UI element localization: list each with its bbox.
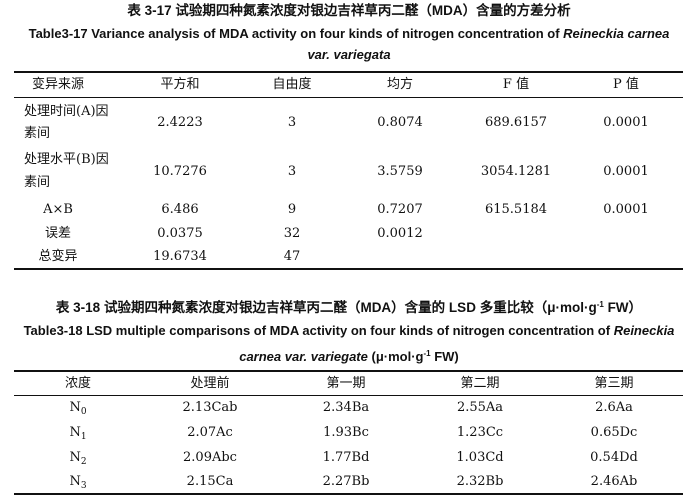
table1-ss: 6.486 [161,202,199,217]
table2-pre: 2.09Abc [183,450,237,465]
table1-p: 0.0001 [603,202,649,217]
table2-concentration: N0 [69,400,87,417]
table1-source-line2: 素间 [24,175,51,190]
table2-period3: 2.6Aa [595,400,633,415]
table1-f: 3054.1281 [480,164,552,179]
table1-caption-en-text: Table3-17 Variance analysis of MDA activ… [28,26,560,41]
table2-caption-en-line1: Table3-18 LSD multiple comparisons of MD… [0,322,698,340]
table1-header-f: F 值 [502,77,530,92]
table1-ms: 0.0012 [377,226,423,241]
table1-f: 615.5184 [484,202,548,217]
table2-caption-en-sup: -1 [423,349,431,358]
table1-ms: 0.8074 [377,115,423,130]
table2-period3: 0.54Dd [590,450,638,465]
table1-ms: 0.7207 [377,202,423,217]
table1-caption-en-line1: Table3-17 Variance analysis of MDA activ… [0,25,698,43]
table2-period1: 1.77Bd [322,450,370,465]
table1-caption-cn: 表 3-17 试验期四种氮素浓度对银边吉祥草丙二醛（MDA）含量的方差分析 [127,3,571,18]
table2-caption-en-genus: Reineckia [613,323,675,338]
table1-df: 32 [283,226,301,241]
table2-header-pre: 处理前 [190,376,230,391]
table2-period2: 2.55Aa [456,400,504,415]
table1-source: 总变异 [38,249,78,264]
table2-period1: 1.93Bc [323,425,369,440]
table1-caption-en-species: Reineckia carnea [563,26,670,41]
table1-header-p: P 值 [613,77,639,92]
table1-ss: 0.0375 [157,226,203,241]
table2-caption-en-unit: (μ·mol·g [367,349,424,364]
table1-top-rule [14,71,683,73]
table2-period1: 2.34Ba [322,400,370,415]
table1-caption-en-line2: var. variegata [307,47,391,62]
table2-period3: 2.46Ab [590,474,638,489]
table2-period2: 2.32Bb [456,474,504,489]
table1-df: 9 [287,202,297,217]
table1-header-ss: 平方和 [160,77,200,92]
table2-header-period2: 第二期 [460,376,500,391]
table2-caption-en-tail: FW) [430,349,459,364]
table2-header-concentration: 浓度 [64,376,92,391]
table2-bottom-rule [14,493,683,495]
table1-source-line1: 处理水平(B)因 [24,152,109,167]
table1-p: 0.0001 [603,115,649,130]
table2-header-rule [14,395,683,396]
table2-caption-en-species: carnea var. variegate [239,349,368,364]
table1-ms: 3.5759 [377,164,423,179]
table1-ss: 2.4223 [157,115,203,130]
table2-period2: 1.23Cc [456,425,504,440]
table2-period2: 1.03Cd [456,450,504,465]
table2-top-rule [14,370,683,372]
table1-source-line2: 素间 [24,126,51,141]
table2-period1: 2.27Bb [322,474,370,489]
table1-df: 3 [287,164,297,179]
table2-caption-en-text: Table3-18 LSD multiple comparisons of MD… [23,323,611,338]
table1-df: 47 [283,249,301,264]
table1-df: 3 [287,115,297,130]
table2-caption-cn-sup: -1 [596,300,604,309]
table1-bottom-rule [14,268,683,270]
table2-concentration: N2 [69,450,87,467]
table1-header-source: 变异来源 [31,77,85,92]
table1-source-line1: 处理时间(A)因 [24,104,109,119]
table2-period3: 0.65Dc [590,425,638,440]
table2-header-period3: 第三期 [594,376,634,391]
table2-pre: 2.13Cab [182,400,238,415]
table1-f: 689.6157 [484,115,548,130]
table1-ss: 19.6734 [153,249,207,264]
table2-concentration: N1 [69,425,87,442]
table2-caption-cn: 表 3-18 试验期四种氮素浓度对银边吉祥草丙二醛（MDA）含量的 LSD 多重… [0,296,698,317]
table2-pre: 2.15Ca [186,474,234,489]
table1-header-df: 自由度 [272,77,312,92]
table2-caption-en-line2: carnea var. variegate (μ·mol·g-1 FW) [0,345,698,366]
table1-header-ms: 均方 [386,77,414,92]
table1-header-rule [14,97,683,98]
table2-concentration: N3 [69,474,87,491]
table2-caption-cn-tail: FW） [603,300,643,315]
table1-ss: 10.7276 [153,164,207,179]
table1-source: A×B [43,202,73,217]
table2-caption-cn-text: 表 3-18 试验期四种氮素浓度对银边吉祥草丙二醛（MDA）含量的 LSD 多重… [55,300,597,315]
table1-p: 0.0001 [603,164,649,179]
table2-header-period1: 第一期 [326,376,366,391]
table1-source: 误差 [44,226,72,241]
table2-pre: 2.07Ac [187,425,233,440]
